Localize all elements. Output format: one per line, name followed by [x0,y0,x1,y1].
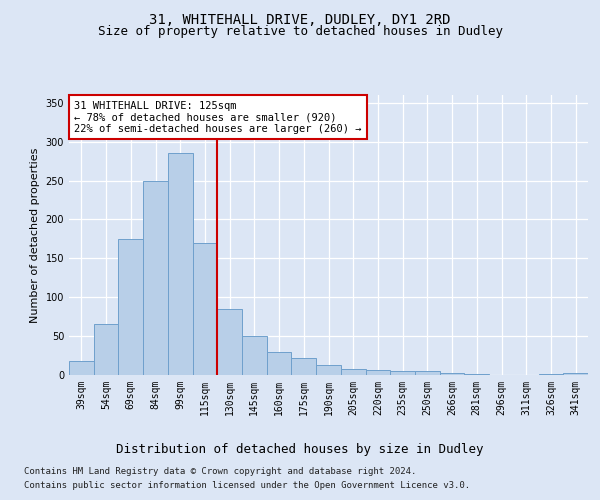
Bar [292,358,316,375]
Bar [464,374,489,375]
Bar [267,352,292,375]
Bar [193,243,217,375]
Text: Size of property relative to detached houses in Dudley: Size of property relative to detached ho… [97,25,503,38]
Bar [217,309,242,375]
Bar [539,374,563,375]
Bar [94,324,118,375]
Bar [118,239,143,375]
Bar [365,370,390,375]
Y-axis label: Number of detached properties: Number of detached properties [30,148,40,322]
Text: Contains HM Land Registry data © Crown copyright and database right 2024.: Contains HM Land Registry data © Crown c… [24,468,416,476]
Bar [440,374,464,375]
Bar [563,374,588,375]
Bar [415,371,440,375]
Bar [341,369,365,375]
Bar [242,336,267,375]
Text: 31 WHITEHALL DRIVE: 125sqm
← 78% of detached houses are smaller (920)
22% of sem: 31 WHITEHALL DRIVE: 125sqm ← 78% of deta… [74,100,362,134]
Text: Distribution of detached houses by size in Dudley: Distribution of detached houses by size … [116,442,484,456]
Bar [168,154,193,375]
Bar [69,361,94,375]
Bar [316,365,341,375]
Text: Contains public sector information licensed under the Open Government Licence v3: Contains public sector information licen… [24,481,470,490]
Bar [143,180,168,375]
Bar [390,371,415,375]
Text: 31, WHITEHALL DRIVE, DUDLEY, DY1 2RD: 31, WHITEHALL DRIVE, DUDLEY, DY1 2RD [149,12,451,26]
